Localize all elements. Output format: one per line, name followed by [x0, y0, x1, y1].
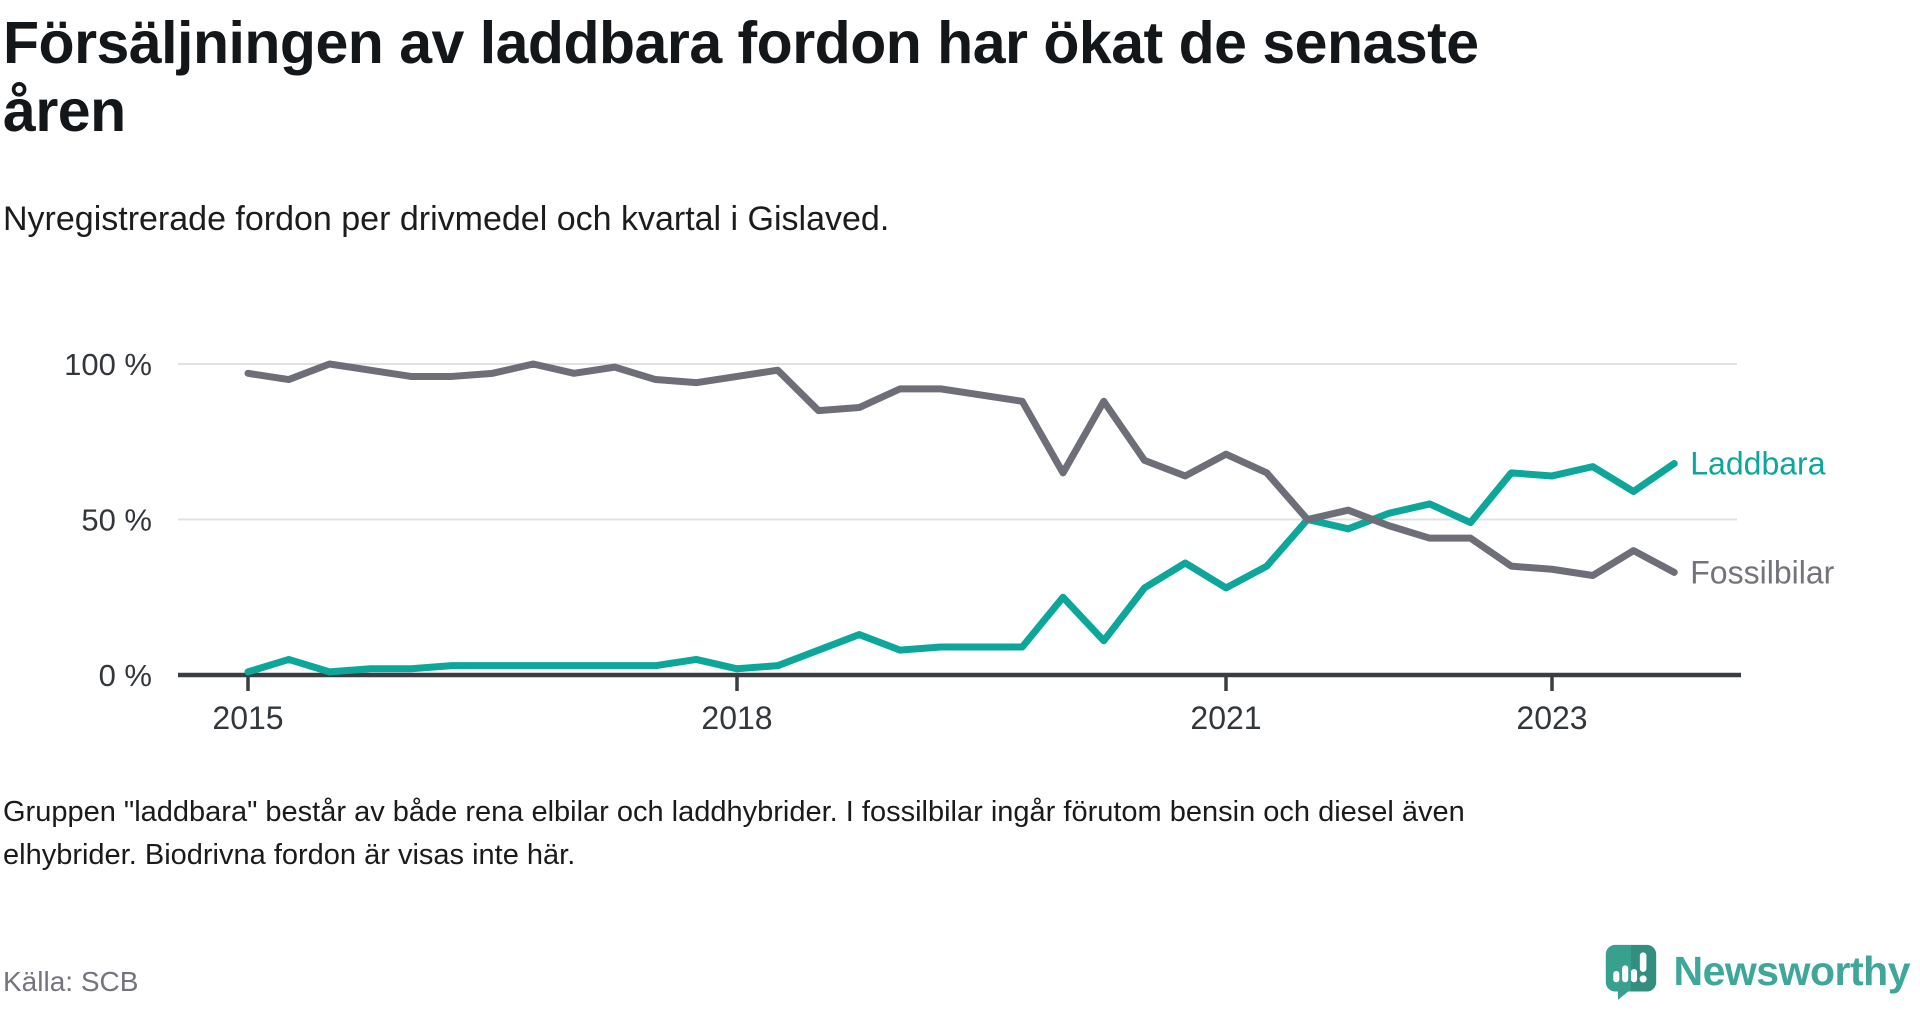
line-fossilbilar — [244, 360, 1678, 579]
x-tick-label-2015: 2015 — [212, 700, 283, 736]
x-tick-label-2021: 2021 — [1190, 700, 1261, 736]
source-label: Källa: SCB — [3, 966, 139, 997]
y-tick-label-50: 50 % — [81, 503, 152, 538]
line-chart: 2015 2018 2021 2023 0 % 50 % 100 % Laddbara Foss… — [64, 347, 1835, 736]
newsworthy-logo: Newsworthy — [1603, 942, 1911, 1000]
newsworthy-logo-text: Newsworthy — [1673, 947, 1911, 994]
line-laddbara — [244, 460, 1678, 676]
y-tick-label-0: 0 % — [99, 658, 152, 693]
chart-subtitle: Nyregistrerade fordon per drivmedel och … — [3, 200, 890, 238]
y-tick-label-100: 100 % — [64, 347, 152, 382]
page-title: Försäljningen av laddbara fordon har öka… — [3, 10, 1479, 144]
chart-footnote: Gruppen "laddbara" består av både rena e… — [3, 796, 1465, 871]
bar-chart-exclamation-glyph — [1612, 952, 1647, 983]
newsworthy-logo-mark — [1605, 944, 1656, 1000]
bubble-fold-shade — [1630, 944, 1656, 1000]
x-tick-label-2018: 2018 — [701, 700, 772, 736]
line-label-laddbara: Laddbara — [1690, 446, 1825, 482]
line-label-fossilbilar: Fossilbilar — [1690, 554, 1834, 590]
x-tick-label-2023: 2023 — [1516, 700, 1587, 736]
